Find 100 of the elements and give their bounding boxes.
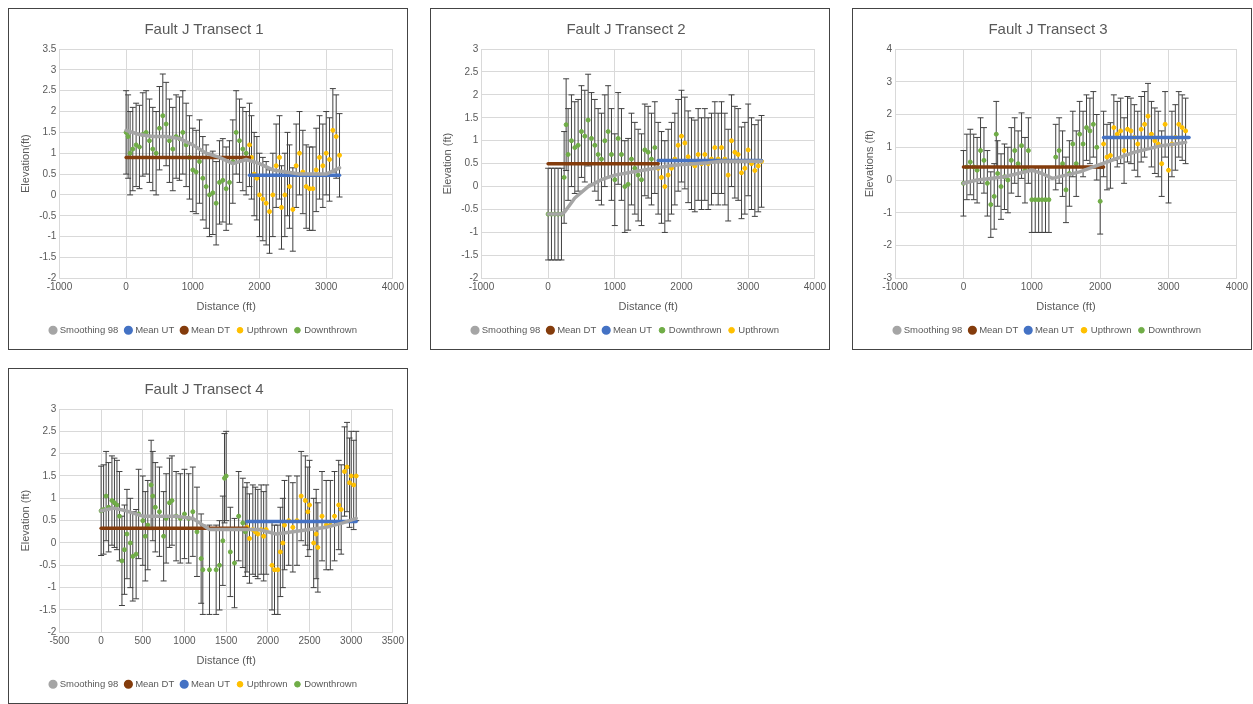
y-tick-label: 2.5 — [464, 65, 479, 77]
y-tick-label: 2 — [50, 105, 57, 117]
chart-title: Fault J Transect 4 — [144, 380, 264, 398]
x-tick-label: 2000 — [670, 281, 694, 293]
legend-label: Mean UT — [190, 677, 231, 689]
x-tick-label: -1000 — [882, 281, 909, 293]
y-tick-label: -0.5 — [461, 203, 479, 215]
y-tick-label: 0.5 — [42, 514, 57, 526]
y-axis-title: Elevation(ft) — [18, 134, 31, 193]
y-tick-label: -2 — [469, 272, 479, 284]
y-tick-label: 3 — [50, 63, 57, 75]
x-tick-label: 1000 — [1020, 281, 1044, 293]
x-tick-label: 2500 — [298, 635, 322, 647]
legend-label: Mean DT — [135, 677, 175, 689]
legend-label: Mean UT — [612, 323, 653, 335]
y-tick-label: -1.5 — [39, 251, 57, 263]
y-tick-label: -3 — [883, 272, 893, 284]
x-axis-title: Distance (ft) — [196, 653, 256, 666]
y-tick-label: -1 — [47, 230, 57, 242]
legend-label: Mean UT — [135, 323, 175, 335]
y-tick-label: 0.5 — [464, 157, 479, 169]
x-tick-label: 4000 — [803, 281, 827, 293]
y-tick-label: 1 — [886, 141, 893, 153]
x-tick-label: 2000 — [256, 635, 280, 647]
legend-label: Mean UT — [1034, 323, 1075, 335]
y-tick-label: -0.5 — [39, 209, 57, 221]
chart-title: Fault J Transect 2 — [566, 20, 686, 38]
x-tick-label: 3000 — [340, 635, 363, 647]
y-tick-label: -1.5 — [39, 603, 57, 615]
x-tick-label: -500 — [49, 635, 70, 647]
legend-label: Upthrown — [246, 677, 288, 689]
y-tick-label: 3.5 — [42, 42, 57, 54]
y-tick-label: 1 — [50, 492, 57, 504]
x-tick-label: 2000 — [248, 281, 272, 293]
y-tick-label: 0 — [50, 536, 57, 548]
x-tick-label: 1000 — [181, 281, 205, 293]
y-axis-title: Elevations (ft) — [862, 130, 875, 198]
legend-label: Smoothing 98 — [59, 677, 119, 689]
x-tick-label: 1500 — [215, 635, 238, 647]
y-tick-label: 3 — [886, 75, 893, 87]
y-axis-title: Elevation (ft) — [440, 132, 453, 195]
x-tick-label: 0 — [98, 635, 105, 647]
legend-label: Mean DT — [557, 323, 597, 335]
legend-label: Smoothing 98 — [481, 323, 541, 335]
x-tick-label: 4000 — [1225, 281, 1249, 293]
y-tick-label: 1.5 — [42, 469, 57, 481]
legend-label: Upthrown — [1090, 323, 1132, 335]
x-tick-label: 3000 — [315, 281, 338, 293]
x-tick-label: -1000 — [46, 281, 73, 293]
x-tick-label: 0 — [123, 281, 130, 293]
x-tick-label: 0 — [545, 281, 552, 293]
y-tick-label: 1.5 — [42, 126, 57, 138]
x-tick-label: 1000 — [173, 635, 197, 647]
x-axis-title: Distance (ft) — [618, 299, 678, 312]
y-tick-label: -1.5 — [461, 249, 479, 261]
x-tick-label: 1000 — [603, 281, 627, 293]
y-tick-label: 2 — [886, 108, 893, 120]
legend-label: Downthrown — [304, 677, 357, 689]
y-tick-label: -2 — [47, 272, 57, 284]
y-tick-label: 2 — [50, 447, 57, 459]
y-tick-label: -2 — [883, 239, 893, 251]
y-tick-label: -1 — [883, 206, 893, 218]
y-tick-label: 1 — [50, 146, 57, 158]
legend-label: Upthrown — [738, 323, 779, 335]
x-tick-label: 3500 — [381, 635, 405, 647]
y-tick-label: -1 — [469, 226, 479, 238]
chart-title: Fault J Transect 1 — [144, 20, 264, 38]
y-tick-label: 0.5 — [42, 167, 57, 179]
y-axis-title: Elevation (ft) — [18, 489, 31, 552]
x-tick-label: 4000 — [381, 281, 405, 293]
y-tick-label: 0 — [472, 180, 479, 192]
x-axis-title: Distance (ft) — [1036, 299, 1096, 312]
y-tick-label: -0.5 — [39, 559, 57, 571]
y-tick-label: 2 — [472, 88, 479, 100]
legend-label: Mean DT — [979, 323, 1019, 335]
legend-label: Downthrown — [1148, 323, 1201, 335]
legend-label: Smoothing 98 — [59, 323, 119, 335]
x-tick-label: 0 — [960, 281, 967, 293]
y-tick-label: -2 — [47, 626, 57, 638]
y-tick-label: 0 — [886, 173, 893, 185]
x-tick-label: 2000 — [1089, 281, 1112, 293]
legend-label: Mean DT — [190, 323, 231, 335]
x-tick-label: 500 — [134, 635, 152, 647]
x-tick-label: 3000 — [1157, 281, 1181, 293]
y-tick-label: -1 — [47, 581, 57, 593]
chart-title: Fault J Transect 3 — [988, 20, 1108, 38]
y-tick-label: 2.5 — [42, 425, 57, 437]
y-tick-label: 3 — [472, 42, 479, 54]
y-tick-label: 1 — [472, 134, 479, 146]
legend-label: Downthrown — [668, 323, 722, 335]
y-tick-label: 0 — [50, 188, 57, 200]
x-tick-label: -1000 — [468, 281, 495, 293]
y-tick-label: 1.5 — [464, 111, 479, 123]
y-tick-label: 4 — [886, 42, 893, 54]
legend-label: Upthrown — [246, 323, 288, 335]
x-axis-title: Distance (ft) — [196, 299, 256, 312]
legend-label: Downthrown — [304, 323, 357, 335]
x-tick-label: 3000 — [737, 281, 760, 293]
y-tick-label: 3 — [50, 402, 57, 414]
legend-label: Smoothing 98 — [903, 323, 963, 335]
